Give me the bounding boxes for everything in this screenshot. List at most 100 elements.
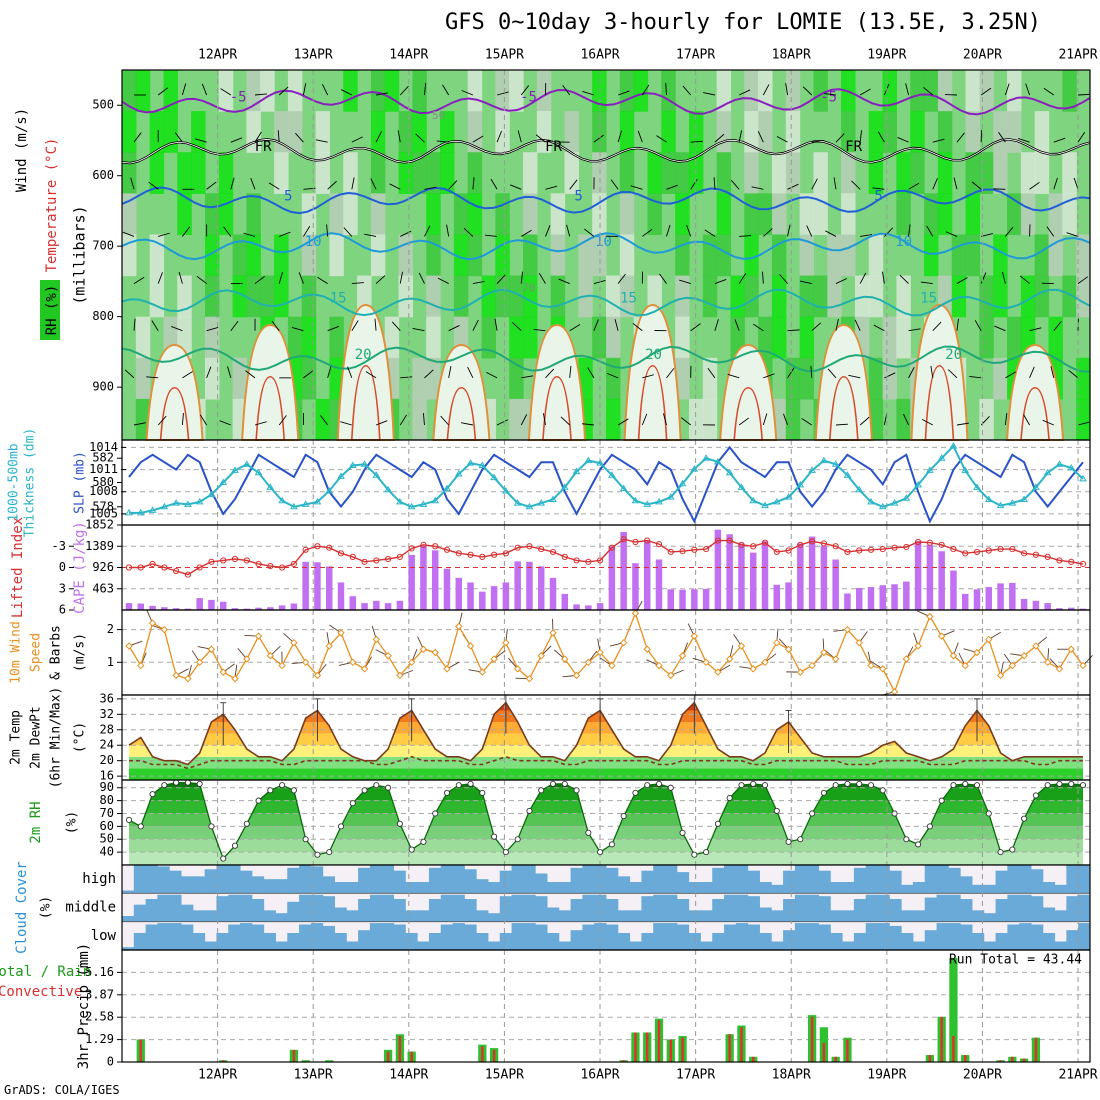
cloud-cover-bar: [641, 870, 654, 894]
rh-shade-cell: [495, 234, 510, 277]
rh-shade-cell: [1062, 70, 1077, 112]
isotherm-label: 15: [920, 291, 937, 307]
cloud-cover-bar: [948, 894, 961, 922]
rh-shade-cell: [135, 70, 151, 112]
temperature-band: [129, 745, 1083, 757]
wind-speed-point: [372, 635, 381, 644]
wind-barb: [932, 321, 942, 332]
cloud-cover-bar: [499, 870, 513, 894]
rh-shade-cell: [163, 70, 178, 112]
cloud-cover-bar: [995, 933, 1008, 950]
wind-barb: [436, 140, 449, 143]
surface-hot-core: [828, 375, 859, 441]
rh-tick-label: 90: [100, 780, 114, 794]
rh-shade-cell: [716, 70, 732, 112]
rh-shade-cell: [426, 357, 441, 400]
wind-speed-point: [1020, 652, 1028, 660]
isotherm-label: FR: [845, 139, 862, 155]
wind-barb: [254, 131, 262, 143]
wind-barb: [908, 328, 921, 332]
cloud-cover-bar: [794, 865, 808, 894]
wind-speed-point: [407, 658, 416, 667]
rh-point: [573, 787, 580, 794]
temperature-tick-label: 16: [100, 769, 114, 783]
cloud-cover-bar: [724, 894, 737, 922]
lifted-index-point: [373, 557, 380, 564]
rh-shade-cell: [1034, 234, 1050, 277]
rh-shade-cell: [191, 152, 206, 194]
cloud-cover-bar: [747, 924, 760, 950]
wind-barb: [424, 83, 427, 96]
rh-shade-cell: [149, 275, 165, 318]
cloud-cover-bar: [960, 876, 973, 894]
cape-bar: [137, 603, 145, 610]
wind-barb: [905, 83, 910, 96]
rh-shade-cell: [868, 234, 884, 277]
wind-barb: [448, 180, 458, 190]
wind-speed-point: [1055, 665, 1064, 673]
rh-shade-cell: [910, 111, 925, 153]
rh-shade-cell: [965, 70, 980, 112]
cloud-cover-bar: [487, 941, 501, 950]
rh-point: [302, 836, 309, 843]
wind-barb: [859, 272, 867, 284]
rh-shade-cell: [564, 152, 579, 194]
rh-shade-cell: [398, 275, 413, 318]
cloud-cover-bar: [983, 884, 997, 894]
rh-shade-cell: [758, 193, 773, 236]
thickness-point: [914, 480, 922, 488]
wind-barb: [980, 87, 992, 96]
cloud-cover-bar: [818, 896, 831, 922]
lifted-index-point: [644, 537, 651, 544]
rh-shade-cell: [675, 357, 690, 400]
rh-shade-cell: [799, 193, 815, 236]
rh-point: [173, 779, 180, 786]
rh-shade-cell: [661, 111, 676, 153]
wind-barb: [1053, 177, 1058, 190]
rh-shade-cell: [122, 193, 137, 236]
wind-barb: [391, 321, 401, 332]
rh-shade-cell: [509, 316, 524, 359]
cloud-cover-bar: [830, 933, 843, 950]
cloud-cover-bar: [358, 867, 371, 894]
lifted-index-point: [950, 545, 957, 553]
cape-bar: [585, 605, 592, 610]
rh-shade-cell: [578, 357, 593, 400]
lifted-index-point: [926, 539, 933, 546]
rh-shade-cell: [426, 275, 441, 318]
rh-shade-cell: [758, 316, 773, 359]
rh-band: [129, 839, 1083, 853]
wind-barb: [201, 83, 208, 96]
lifted-index-point: [655, 541, 663, 548]
lifted-index-point: [1032, 551, 1039, 558]
thickness-point: [231, 466, 239, 473]
cloud-cover-bar: [606, 924, 619, 950]
precip-convective-bar: [139, 1039, 143, 1062]
rh-tick-label: 40: [100, 845, 114, 859]
cape-bar: [608, 546, 616, 610]
rh-shade-cell: [550, 234, 566, 277]
wind-barb: [545, 368, 555, 379]
cape-bar: [773, 584, 781, 610]
rh-shade-cell: [799, 357, 815, 400]
wind-speed-point: [148, 619, 157, 627]
wind-barb: [472, 177, 475, 190]
rh-point: [361, 787, 368, 794]
rh-shade-cell: [122, 152, 137, 194]
wind-barb: [1053, 321, 1062, 331]
cloud-cover-bar: [417, 941, 430, 950]
x-tick-label-bottom: 17APR: [676, 1068, 715, 1083]
rh-shade-cell: [550, 193, 566, 236]
x-tick-label-bottom: 13APR: [294, 1068, 333, 1083]
thickness-point: [890, 499, 899, 506]
wind-barb: [1018, 138, 1030, 143]
rh-shade-cell: [536, 70, 552, 112]
rh-point: [726, 794, 733, 802]
cape-bar: [997, 583, 1004, 610]
rh-shade-cell: [1076, 398, 1091, 441]
cloud-cover-bar: [523, 865, 536, 894]
surface-warm-plume: [145, 343, 204, 441]
cloud-cover-bar: [665, 894, 678, 922]
rh-shade-cell: [135, 316, 151, 359]
cape-bar: [867, 587, 875, 610]
